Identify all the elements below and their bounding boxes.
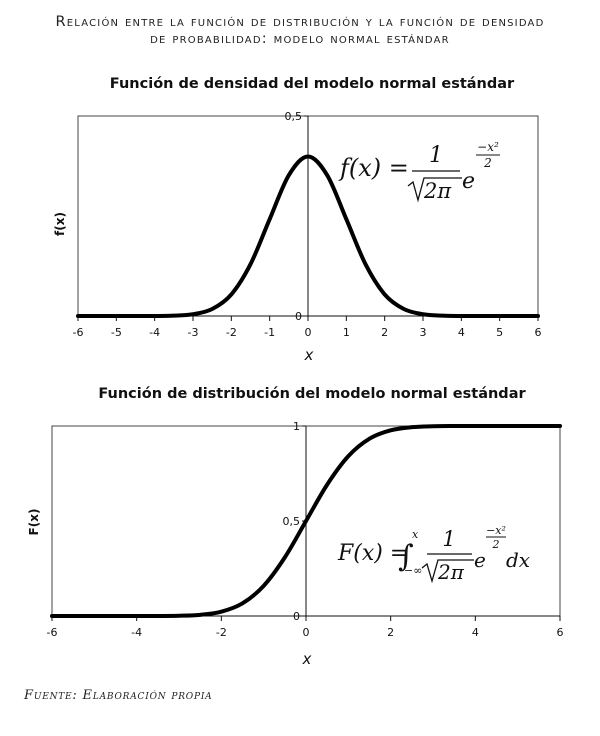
density-x-tick-label: -2 [226, 326, 237, 339]
source-note: Fuente: Elaboración propia [24, 688, 213, 703]
density-x-tick-label: 5 [496, 326, 503, 339]
distribution-y-tick-label: 0,5 [283, 515, 301, 528]
distribution-formula-lower-limit: −∞ [404, 564, 422, 577]
density-x-tick-label: -6 [73, 326, 84, 339]
distribution-x-tick-label: 6 [557, 626, 564, 639]
distribution-x-tick-label: 2 [387, 626, 394, 639]
distribution-x-tick-label: -6 [47, 626, 58, 639]
density-formula-sqrt-sign [407, 177, 462, 203]
distribution-formula-denominator: 2π [437, 560, 465, 584]
density-curve [76, 154, 540, 319]
density-y-ticks: 00,5 [285, 110, 308, 323]
distribution-x-tick-label: -2 [216, 626, 227, 639]
page-title-line-2: de probabilidad: modelo normal estándar [150, 31, 450, 47]
density-x-tick-label: -1 [264, 326, 275, 339]
distribution-x-tick-label: 0 [303, 626, 310, 639]
distribution-formula-numerator: 1 [442, 527, 455, 551]
distribution-formula-integral: ∫ [398, 539, 414, 574]
density-formula-denominator: 2π [423, 179, 452, 203]
density-chart-title: Función de densidad del modelo normal es… [110, 76, 515, 92]
distribution-x-axis-label: x [302, 650, 312, 668]
density-formula-base: e [462, 169, 475, 194]
distribution-y-axis-label: F(x) [27, 509, 41, 536]
distribution-y-tick-label: 1 [293, 420, 300, 433]
density-formula-exp-numerator: −x² [477, 140, 499, 154]
page-title: Relación entre la función de distribució… [20, 14, 580, 48]
distribution-curve [50, 423, 562, 619]
density-chart: Función de densidad del modelo normal es… [53, 76, 542, 364]
density-formula-numerator: 1 [429, 143, 443, 168]
distribution-formula-base: e [474, 548, 486, 572]
distribution-formula: F(x) = ∫ x −∞ 1 2π e −x² 2 dx [337, 524, 530, 584]
density-formula: f(x) = 1 2π e −x² 2 [338, 140, 500, 203]
distribution-formula-exp-numerator: −x² [486, 524, 506, 537]
distribution-formula-differential: dx [506, 548, 530, 572]
density-x-tick-label: 4 [458, 326, 465, 339]
density-x-tick-label: -5 [111, 326, 122, 339]
density-y-tick-label: 0,5 [285, 110, 303, 123]
density-formula-exp-denominator: 2 [483, 156, 492, 170]
distribution-x-tick-label: 4 [472, 626, 479, 639]
density-x-tick-label: 2 [381, 326, 388, 339]
density-y-axis-label: f(x) [53, 212, 67, 236]
density-formula-lhs: f(x) = [338, 154, 409, 182]
distribution-formula-exp-denominator: 2 [492, 538, 500, 551]
page-title-line-1: Relación entre la función de distribució… [55, 14, 545, 30]
density-x-tick-label: 6 [535, 326, 542, 339]
density-x-tick-label: 0 [305, 326, 312, 339]
distribution-formula-lhs: F(x) = [337, 541, 408, 566]
distribution-chart-title: Función de distribución del modelo norma… [98, 386, 526, 402]
distribution-x-tick-label: -4 [131, 626, 142, 639]
distribution-formula-sqrt-sign [421, 559, 474, 584]
density-x-tick-label: -3 [188, 326, 199, 339]
density-x-axis-label: x [304, 346, 314, 364]
density-x-tick-label: 1 [343, 326, 350, 339]
distribution-x-ticks: -6 -4 -2 0 2 4 6 [47, 616, 564, 639]
distribution-formula-upper-limit: x [412, 528, 419, 541]
density-x-tick-label: 3 [420, 326, 427, 339]
distribution-y-ticks: 00,51 [283, 420, 306, 623]
density-x-ticks: -6 -5 -4 -3 -2 -1 0 1 2 3 4 5 6 [73, 316, 542, 339]
distribution-chart: Función de distribución del modelo norma… [27, 386, 564, 668]
density-x-tick-label: -4 [149, 326, 160, 339]
